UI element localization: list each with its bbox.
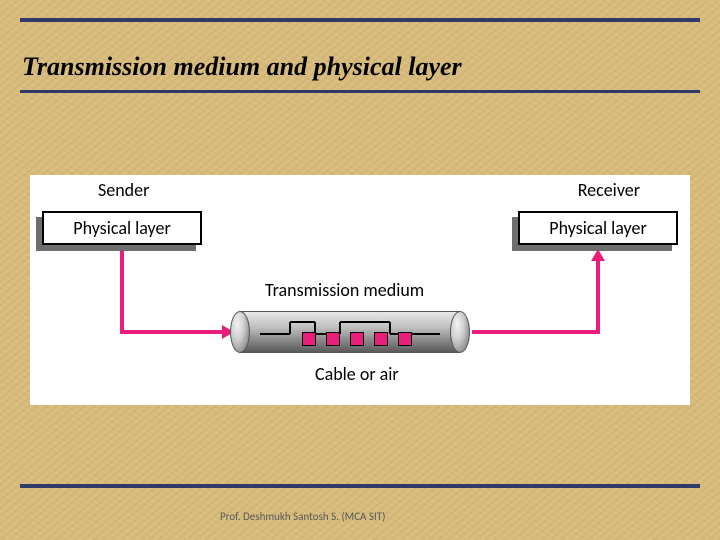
diagram-area: Sender Receiver Physical layer Physical … bbox=[30, 175, 690, 405]
signal-square bbox=[374, 332, 388, 346]
signal-square bbox=[398, 332, 412, 346]
signal-square bbox=[302, 332, 316, 346]
title-underline bbox=[20, 90, 700, 93]
arrow-sender-horizontal bbox=[120, 330, 222, 334]
label-cable-or-air: Cable or air bbox=[315, 363, 399, 385]
physical-layer-box-left: Physical layer bbox=[42, 211, 202, 245]
slide: Transmission medium and physical layer S… bbox=[0, 0, 720, 540]
footer-text: Prof. Deshmukh Santosh S. (MCA SIT) bbox=[220, 510, 385, 523]
bottom-rule bbox=[20, 484, 700, 488]
arrow-sender-down bbox=[120, 251, 124, 332]
arrow-receiver-up-head bbox=[591, 249, 605, 261]
label-receiver: Receiver bbox=[578, 179, 640, 201]
transmission-cylinder bbox=[230, 311, 470, 353]
arrow-receiver-up bbox=[596, 259, 600, 334]
top-rule bbox=[20, 18, 700, 22]
arrow-receiver-horizontal bbox=[472, 330, 600, 334]
signal-square bbox=[350, 332, 364, 346]
slide-title: Transmission medium and physical layer bbox=[22, 52, 462, 82]
label-transmission-medium: Transmission medium bbox=[265, 279, 424, 301]
signal-square bbox=[326, 332, 340, 346]
label-sender: Sender bbox=[98, 179, 149, 201]
physical-layer-box-right: Physical layer bbox=[518, 211, 678, 245]
signal-waveform bbox=[230, 311, 470, 353]
